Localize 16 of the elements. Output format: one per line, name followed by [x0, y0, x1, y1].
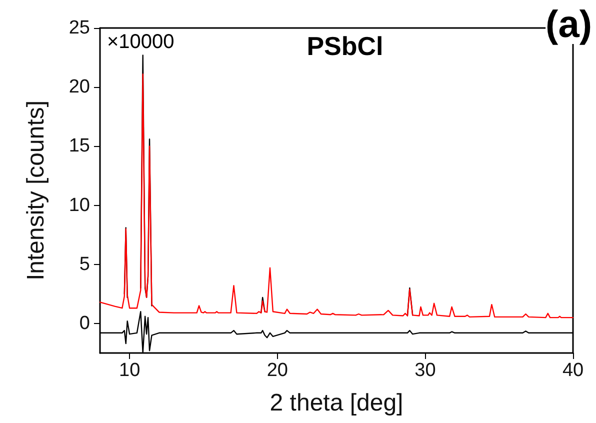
- y-tick-label: 10: [68, 194, 90, 216]
- y-axis-title: Intensity [counts]: [22, 100, 50, 281]
- x-axis-title: 2 theta [deg]: [270, 390, 404, 416]
- x-tick-label: 20: [266, 360, 288, 381]
- y-tick-label: 20: [68, 76, 90, 98]
- y-tick-label: 0: [79, 312, 90, 334]
- x-tick-label: 40: [562, 360, 584, 381]
- chart-title: PSbCl: [306, 31, 384, 61]
- y-tick-label: 15: [68, 136, 90, 157]
- x-tick-label: 30: [414, 360, 436, 381]
- line-series: [99, 73, 574, 318]
- y-tick-label: 5: [79, 254, 90, 275]
- y-tick-label: 25: [68, 18, 90, 38]
- x-tick-label: 10: [118, 360, 140, 381]
- annotation: ×10000: [107, 31, 174, 53]
- annotation: (a): [546, 4, 592, 46]
